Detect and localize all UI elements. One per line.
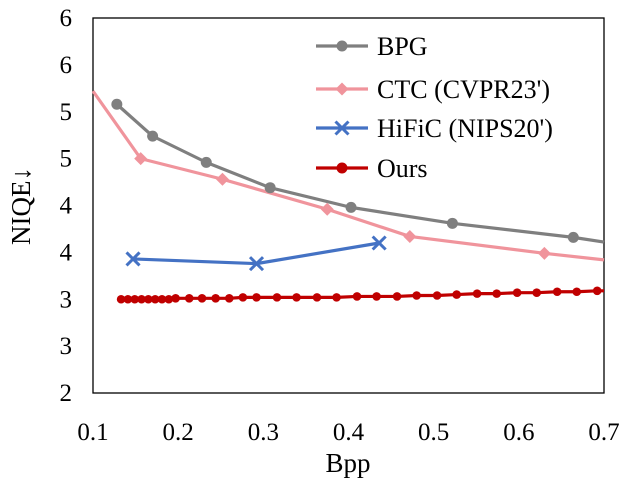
data-point-ours [130, 294, 140, 304]
data-point-ours [123, 294, 133, 304]
data-point-bpg [567, 231, 579, 243]
data-point-bpg [446, 217, 458, 229]
data-point-ours [238, 293, 248, 302]
data-point-ours [312, 293, 322, 302]
data-point-ctc-cvpr23 [403, 229, 417, 243]
data-point-hific-nips20 [248, 256, 265, 272]
x-tick-label: 0.3 [248, 419, 279, 446]
plot-frame [92, 17, 605, 394]
y-tick-label: 5 [60, 99, 73, 126]
data-point-ours [352, 292, 362, 301]
data-point-ours [432, 291, 442, 300]
data-point-ctc-cvpr23 [134, 152, 148, 166]
series-line-bpg [115, 103, 605, 244]
data-point-bpg [200, 156, 212, 168]
data-point-hific-nips20 [371, 235, 387, 251]
data-point-ours [224, 294, 234, 303]
data-point-ours [492, 289, 501, 298]
data-point-ours [452, 290, 461, 299]
legend-marker-ours [336, 162, 348, 174]
series-line-hific-nips20 [132, 241, 380, 266]
x-tick-label: 0.4 [333, 419, 365, 446]
y-tick-label: 3 [60, 286, 73, 313]
data-point-ctc-cvpr23 [537, 246, 551, 260]
series-markers [111, 98, 602, 304]
data-point-hific-nips20 [125, 251, 141, 267]
x-tick-label: 0.1 [77, 419, 108, 446]
x-axis-label: Bpp [325, 448, 370, 478]
data-point-ours [592, 286, 602, 296]
y-axis-label: NIQE↓ [6, 167, 36, 245]
data-point-ours [412, 291, 421, 300]
data-point-ours [150, 294, 160, 304]
data-point-ours [372, 292, 381, 301]
data-point-ours [332, 293, 341, 302]
data-point-ours [157, 294, 167, 304]
data-point-ours [137, 294, 146, 304]
data-point-ctc-cvpr23 [320, 202, 334, 216]
y-tick-label: 2 [60, 380, 73, 407]
y-axis-ticks: 2 3 3 4 4 5 5 6 6 [60, 5, 73, 407]
x-tick-label: 0.2 [163, 419, 194, 446]
data-point-ours [512, 288, 522, 297]
y-tick-label: 5 [60, 146, 73, 173]
y-tick-label: 3 [60, 333, 73, 360]
series-line-ours [121, 289, 604, 301]
x-tick-label: 0.7 [588, 419, 619, 446]
data-point-bpg [345, 201, 357, 213]
data-point-ours [552, 287, 562, 297]
y-tick-label: 6 [60, 52, 73, 79]
data-point-ours [272, 293, 282, 302]
y-tick-label: 4 [60, 193, 73, 220]
data-point-ours [171, 294, 180, 303]
data-point-ours [211, 294, 220, 303]
data-point-bpg [147, 130, 159, 142]
data-point-ours [252, 293, 261, 302]
data-point-ours [472, 289, 482, 298]
data-point-ours [116, 294, 126, 304]
data-point-bpg [111, 98, 123, 110]
data-point-ours [197, 294, 207, 303]
data-point-ours [144, 294, 153, 304]
legend-label-ours: Ours [377, 154, 428, 183]
x-tick-label: 0.5 [418, 419, 449, 446]
x-tick-label: 0.6 [503, 419, 534, 446]
x-axis-ticks: 0.1 0.2 0.3 0.4 0.5 0.6 0.7 [77, 419, 619, 446]
legend-marker-bpg [336, 40, 348, 52]
data-point-bpg [264, 182, 276, 194]
legend-label-ctc-cvpr23: CTC (CVPR23') [377, 75, 550, 104]
y-tick-label: 4 [60, 239, 73, 266]
legend-label-hific-nips20: HiFiC (NIPS20') [377, 114, 553, 143]
data-point-ours [164, 294, 174, 304]
data-point-ours [292, 293, 301, 302]
legend-label-bpg: BPG [377, 32, 428, 61]
data-point-ours [184, 294, 194, 303]
y-tick-label: 6 [60, 5, 73, 32]
data-point-ours [392, 292, 402, 301]
data-point-ctc-cvpr23 [215, 172, 229, 186]
data-point-ours [532, 288, 542, 297]
data-point-ours [572, 287, 582, 297]
legend-marker-hific-nips20 [334, 120, 350, 136]
legend-marker-ctc-cvpr23 [335, 82, 349, 96]
legend: BPG CTC (CVPR23') HiFiC (NIPS20') Ours [316, 32, 553, 183]
